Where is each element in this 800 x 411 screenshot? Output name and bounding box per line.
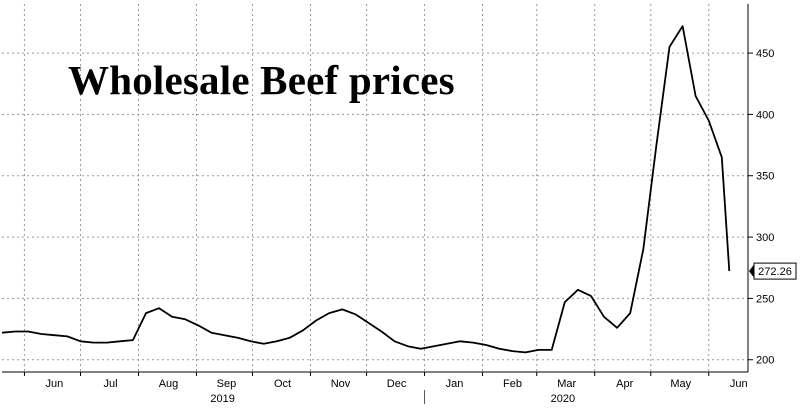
x-tick-label: Mar <box>557 378 576 390</box>
x-tick-label: Jul <box>103 378 117 390</box>
x-tick-label: Aug <box>159 378 179 390</box>
x-tick-label: Jan <box>446 378 464 390</box>
chart-title: Wholesale Beef prices <box>68 57 455 103</box>
x-tick-label: May <box>670 378 691 390</box>
x-tick-label: Dec <box>387 378 407 390</box>
x-tick-label: Nov <box>331 378 351 390</box>
x-tick-label: Feb <box>503 378 522 390</box>
x-tick-label: Apr <box>616 378 633 390</box>
last-value-label: 272.26 <box>758 266 792 278</box>
year-label: 2019 <box>210 393 234 405</box>
x-tick-label: Jun <box>46 378 64 390</box>
x-tick-label: Oct <box>274 378 291 390</box>
y-tick-label: 350 <box>756 171 774 183</box>
y-tick-label: 200 <box>756 355 774 367</box>
x-tick-label: Jun <box>730 378 748 390</box>
y-tick-label: 300 <box>756 232 774 244</box>
series-line <box>1 25 731 354</box>
y-tick-label: 250 <box>756 293 774 305</box>
year-label: 2020 <box>551 393 575 405</box>
x-tick-label: Sep <box>217 378 237 390</box>
last-value-box <box>753 262 797 280</box>
y-tick-label: 450 <box>756 48 774 60</box>
y-tick-label: 400 <box>756 109 774 121</box>
